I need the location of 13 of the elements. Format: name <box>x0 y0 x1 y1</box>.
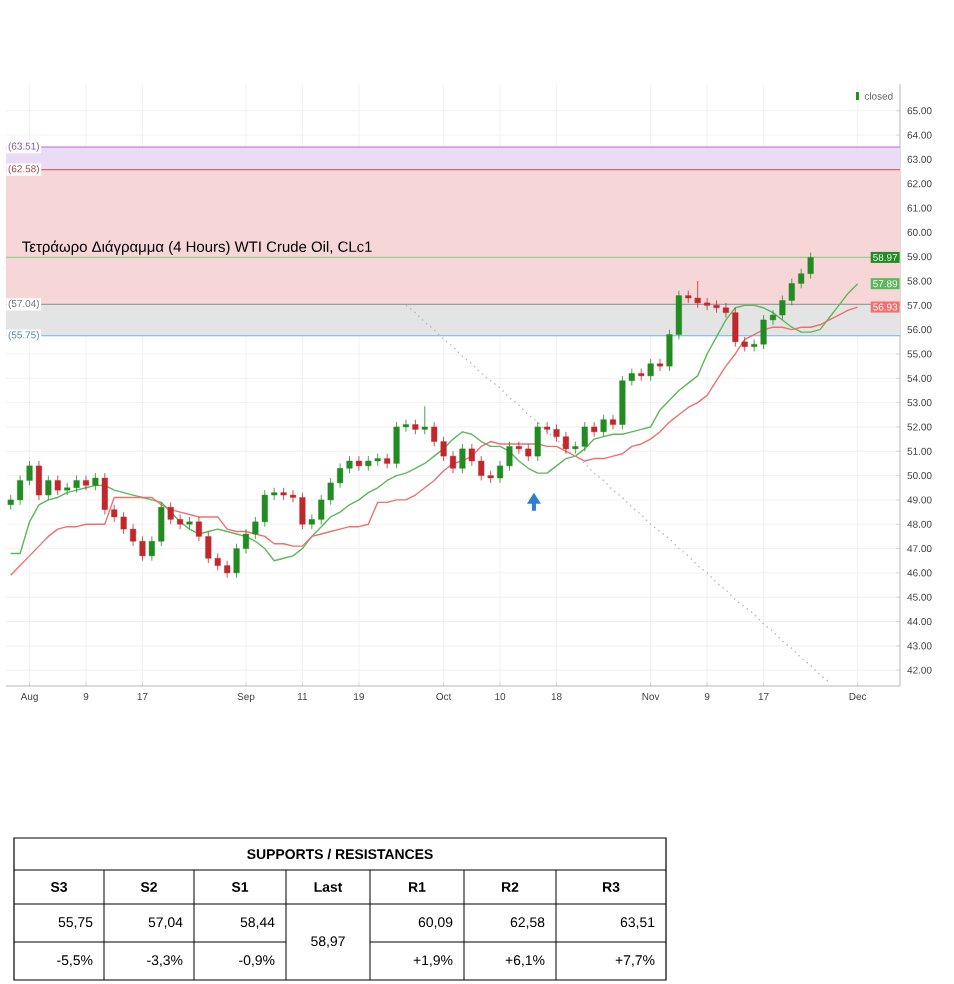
candlestick <box>421 405 428 435</box>
candlestick <box>355 455 362 472</box>
candlestick <box>600 414 607 438</box>
candlestick <box>657 358 664 372</box>
candlestick <box>54 475 61 496</box>
candlestick <box>459 443 466 474</box>
candlestick <box>82 475 90 491</box>
candlestick <box>45 475 52 501</box>
candlestick <box>534 421 541 462</box>
candlestick <box>647 358 654 382</box>
candlestick <box>384 453 391 469</box>
candlestick <box>609 414 617 430</box>
candlestick <box>35 460 42 501</box>
